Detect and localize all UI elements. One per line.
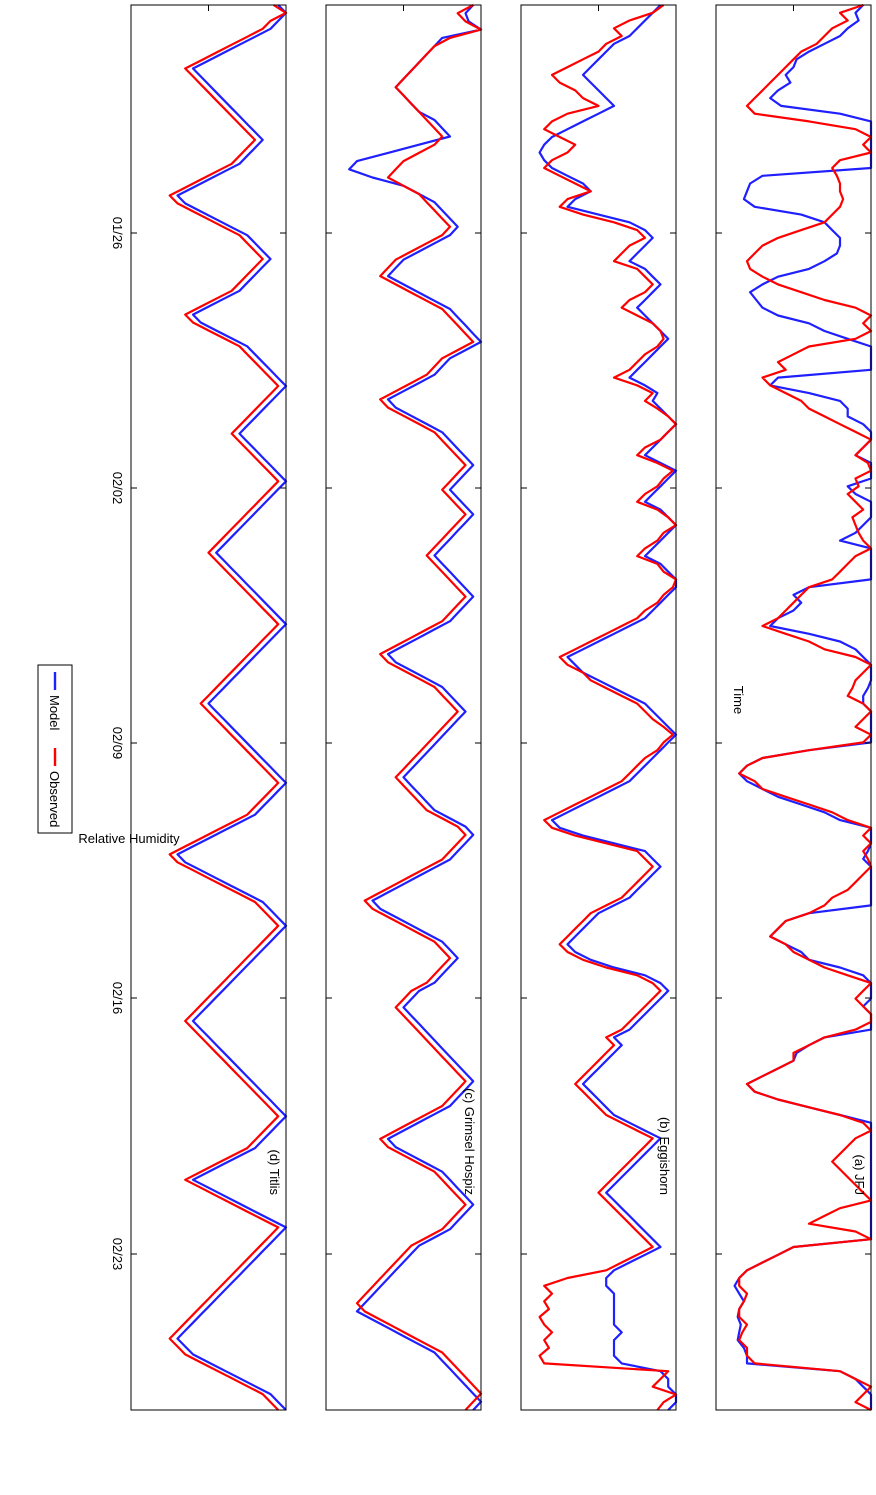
panel-title-c: (c) Grimsel Hospiz (462, 1088, 477, 1195)
panel-title-b: (b) Eggishorn (657, 1117, 672, 1195)
series-line-observed-b (538, 4, 678, 1411)
x-tick-label-02-09: 02/09 (110, 727, 125, 760)
x-tick-label-02-23: 02/23 (110, 1238, 125, 1271)
series-line-model-a (733, 4, 873, 1410)
x-axis-label: Time (731, 686, 746, 714)
legend: Model Observed (37, 664, 73, 834)
series-line-model-d (176, 4, 288, 1411)
series-line-model-b (538, 4, 678, 1411)
panel-a: 050100(a) JFJ (715, 3, 873, 1411)
x-tick-label-02-16: 02/16 (110, 982, 125, 1015)
y-axis-label: Relative Humidity (78, 831, 180, 846)
series-line-observed-d (168, 4, 288, 1411)
legend-label-observed: Observed (47, 771, 62, 827)
panel-d: 050100(d) Titlis01/2602/0202/0902/1602/2… (110, 4, 288, 1411)
x-tick-label-02-02: 02/02 (110, 472, 125, 505)
panel-b: 050100(b) Eggishorn (520, 4, 678, 1411)
panel-title-a: (a) JFJ (852, 1155, 867, 1195)
series-line-observed-c (355, 4, 483, 1411)
series-line-observed-a (738, 3, 873, 1411)
panel-title-d: (d) Titlis (267, 1150, 282, 1196)
panel-frame-b (520, 4, 677, 1411)
panel-frame-c (325, 4, 482, 1411)
chart-rotation-group: Model Observed Relative Humidity Time 05… (37, 3, 873, 1411)
x-tick-label-01-26: 01/26 (110, 217, 125, 250)
panels: 050100(a) JFJ050100(b) Eggishorn050100(c… (110, 3, 873, 1411)
series-line-model-c (348, 4, 483, 1411)
legend-label-model: Model (47, 695, 62, 731)
panel-c: 050100(c) Grimsel Hospiz (325, 4, 483, 1411)
